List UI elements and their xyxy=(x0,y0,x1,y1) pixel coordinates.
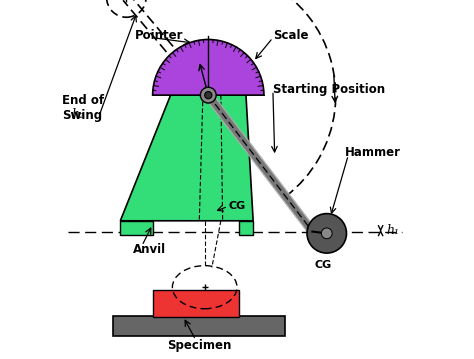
Text: Specimen: Specimen xyxy=(167,339,231,352)
Text: h₂: h₂ xyxy=(72,108,84,121)
Bar xyxy=(153,290,239,317)
Text: CG: CG xyxy=(228,201,245,211)
Text: Anvil: Anvil xyxy=(133,243,166,256)
Circle shape xyxy=(205,92,212,99)
Text: Starting Position: Starting Position xyxy=(273,83,385,96)
Wedge shape xyxy=(153,39,264,95)
Polygon shape xyxy=(239,221,253,235)
Text: h₁: h₁ xyxy=(386,224,399,237)
Text: Scale: Scale xyxy=(273,29,309,42)
Text: Pointer: Pointer xyxy=(135,29,183,42)
Text: End of
Swing: End of Swing xyxy=(62,94,104,122)
Polygon shape xyxy=(120,221,153,235)
Text: CG: CG xyxy=(315,260,332,270)
Bar xyxy=(113,316,285,336)
Circle shape xyxy=(307,214,346,253)
Text: Hammer: Hammer xyxy=(345,146,401,159)
Polygon shape xyxy=(120,95,253,221)
Circle shape xyxy=(321,228,332,239)
Circle shape xyxy=(201,87,216,103)
